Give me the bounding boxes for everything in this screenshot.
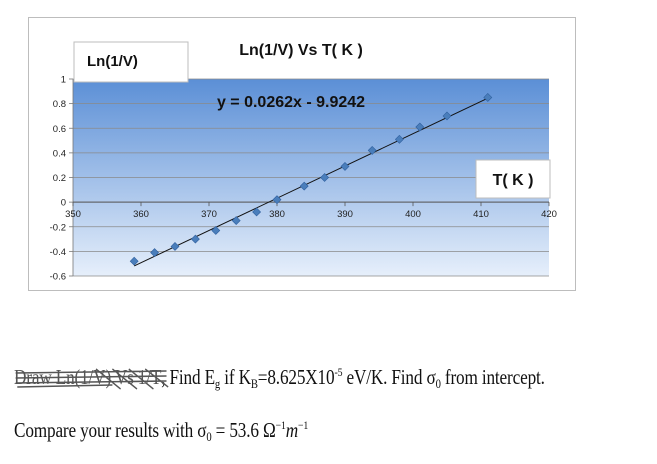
- x-tick-label: 420: [541, 209, 557, 220]
- data-point: [415, 122, 425, 132]
- subscript-g: g: [214, 376, 221, 391]
- text-m: m: [285, 418, 299, 442]
- data-point: [211, 226, 221, 235]
- y-tick-label: 0.4: [53, 148, 66, 159]
- x-tick-label: 370: [201, 209, 217, 220]
- data-point: [394, 134, 404, 144]
- data-point: [272, 195, 282, 205]
- x-tick-label: 380: [269, 209, 285, 220]
- subscript-0b: 0: [206, 429, 212, 444]
- chart-frame: 1 0.8 0.6 0.4 0.2 0 -0.2 -0.4 -0.6 350 360 370 380 39…: [28, 17, 576, 291]
- x-tick-label: 350: [65, 209, 81, 220]
- tick-labels: 1 0.8 0.6 0.4 0.2 0 -0.2 -0.4 -0.6 350 360 370 380 39…: [50, 75, 557, 283]
- chart-title: Ln(1/V) Vs T( K ): [239, 42, 363, 59]
- x-tick-label: 400: [405, 209, 421, 220]
- scribble-mark: [15, 368, 169, 390]
- text-kb-unit: eV/K. Find σ: [342, 365, 436, 389]
- data-point: [367, 145, 377, 155]
- subscript-b: B: [250, 376, 258, 391]
- data-point: [320, 173, 330, 182]
- text-sigma-value: = 53.6 Ω: [211, 418, 276, 442]
- y-tick-label: 0.6: [53, 124, 66, 135]
- text-compare: Compare your results with σ: [14, 418, 207, 442]
- y-tick-label: -0.4: [50, 247, 66, 258]
- x-axis-title: T( K ): [493, 172, 534, 189]
- data-point: [299, 181, 309, 191]
- chart-svg: 1 0.8 0.6 0.4 0.2 0 -0.2 -0.4 -0.6 350 360 370 380 39…: [50, 41, 557, 283]
- x-tick-label: 360: [133, 209, 149, 220]
- x-tick-label: 410: [473, 209, 489, 220]
- superscript-omega: −1: [275, 418, 286, 432]
- text-kb-value: =8.625X10: [257, 365, 335, 389]
- data-point: [129, 256, 139, 266]
- y-axis-title-box: [73, 41, 189, 83]
- y-axis-title: Ln(1/V): [87, 53, 138, 70]
- superscript-exp: -5: [334, 365, 343, 379]
- subscript-0: 0: [435, 376, 441, 391]
- text-find-e: , Find E: [161, 365, 215, 389]
- data-point: [170, 242, 180, 251]
- data-point: [340, 161, 350, 171]
- y-tick-label: -0.6: [50, 272, 66, 283]
- text-from-intercept: from intercept.: [440, 365, 545, 389]
- superscript-m: −1: [298, 418, 309, 432]
- data-point: [442, 111, 452, 121]
- problem-line-2: Compare your results with σ0 = 53.6 Ω−1m…: [14, 418, 308, 445]
- data-point: [150, 248, 160, 258]
- problem-line-1: Draw Ln(1/V) Vs 1/T , Find Eg if KB=8.62…: [14, 365, 545, 392]
- y-tick-label: -0.2: [50, 222, 66, 233]
- struck-out-text: Draw Ln(1/V) Vs 1/T: [14, 365, 169, 390]
- data-point: [190, 234, 200, 244]
- y-tick-label: 0.8: [53, 99, 66, 110]
- data-point: [231, 216, 241, 226]
- data-point: [252, 207, 262, 217]
- x-axis-title-box: [475, 159, 551, 199]
- data-points: [129, 93, 493, 266]
- text-if-k: if K: [220, 365, 251, 389]
- y-tick-label: 1: [61, 75, 66, 86]
- axes: [69, 78, 550, 277]
- data-point: [483, 93, 493, 102]
- x-tick-label: 390: [337, 209, 353, 220]
- trendline-equation: y = 0.0262x - 9.9242: [217, 94, 365, 111]
- y-tick-label: 0.2: [53, 173, 66, 184]
- y-tick-label: 0: [61, 198, 66, 209]
